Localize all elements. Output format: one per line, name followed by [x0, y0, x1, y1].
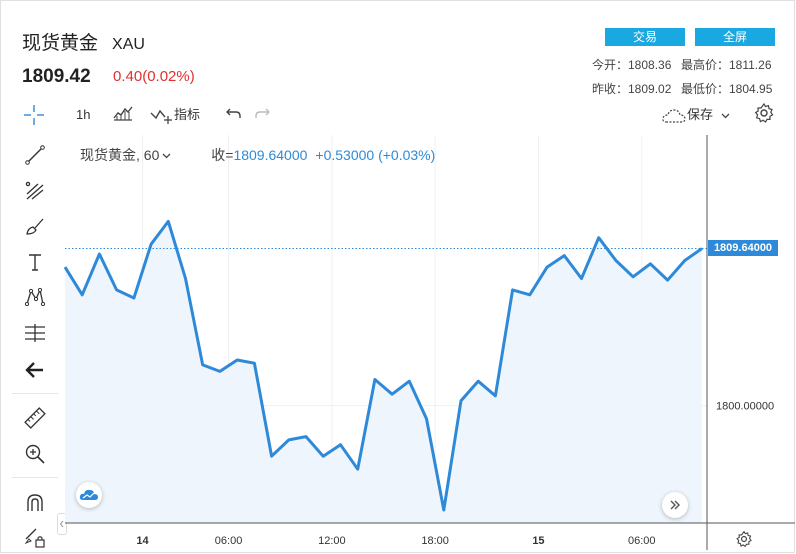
double-chevron-right-icon	[670, 500, 680, 510]
magnet-icon[interactable]	[22, 490, 48, 516]
measure-tool-icon[interactable]	[22, 320, 48, 346]
indicators-label: 指标	[174, 107, 201, 122]
legend-change: +0.53000 (+0.03%)	[315, 147, 436, 163]
x-tick-label: 12:00	[318, 535, 346, 547]
x-tick-label: 14	[136, 535, 149, 547]
legend-close-value: 1809.64000	[233, 147, 308, 163]
chevron-left-icon	[59, 520, 64, 528]
chevron-down-icon[interactable]	[162, 147, 171, 163]
legend-symbol: 现货黄金, 60	[80, 147, 160, 163]
y-tick-label: 1800.00000	[716, 401, 774, 413]
open-stat: 今开：1808.36	[592, 58, 672, 72]
trade-button[interactable]: 交易	[605, 28, 685, 46]
chart-axes	[65, 135, 795, 550]
last-price-label: 1809.64000	[708, 240, 778, 257]
price-change: 0.40(0.02%)	[113, 68, 195, 85]
x-tick-label: 06:00	[628, 535, 656, 547]
chevron-down-icon	[721, 107, 730, 122]
x-axis-labels: 14 06:00 12:00 18:00 15 06:00	[136, 535, 655, 547]
instrument-code: XAU	[112, 36, 145, 53]
pattern-tool-icon[interactable]	[22, 284, 48, 310]
price-line	[63, 219, 703, 512]
axis-settings-gear-icon[interactable]	[735, 530, 753, 553]
high-stat: 最高价：1811.26	[681, 58, 772, 72]
settings-gear-icon[interactable]	[753, 102, 775, 124]
chart-logo-button[interactable]	[76, 482, 102, 508]
cloud-icon	[661, 107, 687, 123]
indicators-icon	[150, 107, 174, 124]
save-button[interactable]: 保存	[661, 104, 730, 125]
tool-separator	[12, 477, 58, 478]
crosshair-icon[interactable]	[22, 103, 46, 127]
fib-tool-icon[interactable]	[22, 178, 48, 204]
trend-line-icon[interactable]	[22, 142, 48, 168]
undo-icon[interactable]	[225, 104, 243, 122]
tool-separator	[12, 393, 58, 394]
x-tick-label: 15	[532, 535, 544, 547]
zoom-in-icon[interactable]	[22, 441, 48, 467]
chart-legend: 现货黄金, 60 收=1809.64000 +0.53000 (+0.03%)	[80, 145, 435, 165]
price-area-fill	[65, 221, 702, 523]
lock-drawing-icon[interactable]	[22, 524, 48, 550]
cloud-logo-icon	[79, 489, 98, 500]
text-tool-icon[interactable]	[22, 249, 48, 275]
prev-close-stat: 昨收：1809.02	[592, 82, 672, 96]
interval-selector[interactable]: 1h	[76, 107, 91, 122]
instrument-title: 现货黄金 XAU	[22, 33, 145, 54]
collapse-toolbar-handle[interactable]	[57, 513, 67, 535]
brush-icon[interactable]	[22, 213, 48, 239]
x-tick-label: 18:00	[421, 535, 449, 547]
x-tick-label: 06:00	[215, 535, 243, 547]
current-price: 1809.42	[22, 66, 91, 87]
y-axis-labels: 1800.00000	[716, 401, 774, 413]
indicators-button[interactable]: 指标	[150, 104, 200, 125]
low-stat: 最低价：1804.95	[681, 82, 773, 96]
legend-close-label: 收=	[211, 147, 234, 163]
fullscreen-button[interactable]: 全屏	[695, 28, 775, 46]
save-label: 保存	[687, 107, 714, 122]
chart-style-icon[interactable]	[112, 104, 134, 122]
arrow-left-icon[interactable]	[22, 357, 48, 383]
scroll-to-latest-button[interactable]	[662, 492, 688, 518]
ruler-icon[interactable]	[22, 405, 48, 431]
redo-icon[interactable]	[253, 104, 271, 122]
